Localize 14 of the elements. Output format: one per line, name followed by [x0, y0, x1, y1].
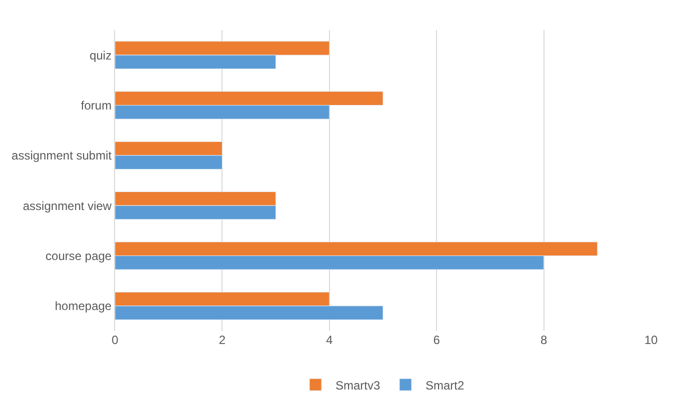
y-tick-label: course page	[46, 248, 112, 263]
x-tick-label: 0	[112, 333, 119, 347]
legend-label: Smart2	[426, 378, 465, 392]
legend-label: Smartv3	[336, 378, 381, 392]
y-tick-label: assignment view	[22, 198, 112, 213]
y-tick-label: homepage	[54, 299, 112, 314]
x-tick-label: 2	[218, 333, 226, 347]
x-tick-label: 8	[540, 333, 548, 347]
y-tick-label: assignment submit	[12, 148, 112, 163]
x-tick-label: 6	[433, 333, 440, 347]
y-tick-label: quiz	[90, 48, 112, 62]
x-tick-label: 10	[644, 333, 658, 347]
y-tick-label: forum	[80, 98, 112, 112]
x-tick-label: 4	[326, 333, 334, 347]
